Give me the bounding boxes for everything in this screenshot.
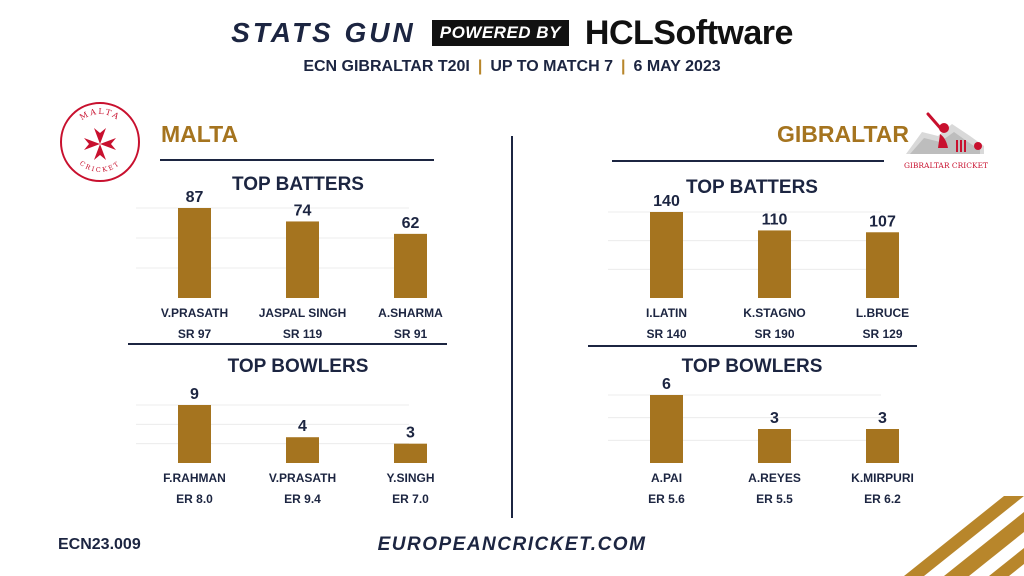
center-divider xyxy=(511,136,513,518)
stat-sublabel: ER 8.0 xyxy=(176,492,213,506)
bar xyxy=(286,437,319,463)
category-label: K.MIRPURI xyxy=(851,471,914,485)
category-label: I.LATIN xyxy=(646,306,687,320)
data-label: 62 xyxy=(402,215,420,232)
stat-sublabel: SR 129 xyxy=(862,327,902,341)
data-label: 9 xyxy=(190,386,199,403)
category-label: A.REYES xyxy=(748,471,801,485)
data-label: 110 xyxy=(762,211,788,228)
brand-row: STATS GUN POWERED BY HCLSoftware xyxy=(0,10,1024,56)
team-name-malta: MALTA xyxy=(161,121,239,147)
stat-sublabel: SR 140 xyxy=(646,327,686,341)
team-name-gibraltar: GIBRALTAR xyxy=(777,121,910,147)
subtitle-separator: | xyxy=(477,58,483,75)
bar xyxy=(394,233,427,298)
team-divider-right xyxy=(612,160,884,162)
bar xyxy=(178,208,211,298)
subtitle-tournament: ECN GIBRALTAR T20I xyxy=(303,58,470,75)
malta-cricket-logo: MALTA CRICKET xyxy=(58,100,142,184)
data-label: 6 xyxy=(662,376,671,393)
bar xyxy=(650,395,683,463)
stat-sublabel: ER 6.2 xyxy=(864,492,901,506)
bar xyxy=(394,443,427,463)
stat-sublabel: SR 119 xyxy=(283,327,323,341)
data-label: 3 xyxy=(406,425,415,442)
category-label: L.BRUCE xyxy=(856,306,909,320)
bar xyxy=(758,429,791,463)
bar xyxy=(178,405,211,463)
bar xyxy=(286,221,319,298)
category-label: F.RAHMAN xyxy=(163,471,226,485)
section-divider-malta xyxy=(128,343,447,345)
category-label: V.PRASATH xyxy=(161,306,228,320)
section-divider-gibraltar xyxy=(588,345,917,347)
subtitle-separator: | xyxy=(621,58,626,75)
stat-sublabel: SR 190 xyxy=(754,327,794,341)
gibraltar-cricket-logo: GIBRALTAR CRICKET xyxy=(900,106,992,178)
data-label: 74 xyxy=(294,202,312,219)
maltese-cross-icon: MALTA CRICKET xyxy=(60,102,140,182)
subtitle-match: UP TO MATCH 7 xyxy=(490,58,614,75)
subtitle-date: 6 MAY 2023 xyxy=(633,58,721,75)
section-title-gibraltar-batters: TOP BATTERS xyxy=(686,177,818,198)
bar xyxy=(650,212,683,298)
footer-url[interactable]: EUROPEANCRICKET.COM xyxy=(377,534,647,555)
data-label: 4 xyxy=(298,418,307,435)
powered-by-badge: POWERED BY xyxy=(431,20,569,46)
stat-sublabel: ER 5.6 xyxy=(648,492,685,506)
section-title-malta-bowlers: TOP BOWLERS xyxy=(227,356,369,377)
header: STATS GUN POWERED BY HCLSoftware ECN GIB… xyxy=(0,10,1024,76)
category-label: A.SHARMA xyxy=(378,306,443,320)
data-label: 107 xyxy=(869,213,896,230)
stat-sublabel: ER 5.5 xyxy=(756,492,793,506)
logo-text: GIBRALTAR CRICKET xyxy=(904,161,988,170)
stat-sublabel: SR 97 xyxy=(178,327,212,341)
data-label: 3 xyxy=(878,410,887,427)
category-label: JASPAL SINGH xyxy=(259,306,347,320)
data-label: 140 xyxy=(653,193,680,210)
stat-sublabel: SR 91 xyxy=(394,327,428,341)
section-title-malta-batters: TOP BATTERS xyxy=(232,174,364,195)
footer-code: ECN23.009 xyxy=(58,536,141,553)
data-label: 3 xyxy=(770,410,779,427)
batsman-rock-icon: GIBRALTAR CRICKET xyxy=(904,112,988,170)
category-label: V.PRASATH xyxy=(269,471,336,485)
stat-sublabel: ER 9.4 xyxy=(284,492,321,506)
subtitle: ECN GIBRALTAR T20I | UP TO MATCH 7 | 6 M… xyxy=(0,58,1024,76)
section-title-gibraltar-bowlers: TOP BOWLERS xyxy=(681,356,823,377)
stats-gun-logo: STATS GUN xyxy=(231,17,416,48)
decorative-stripes xyxy=(864,496,1024,576)
sponsor-logo: HCLSoftware xyxy=(584,13,793,52)
bar xyxy=(866,429,899,463)
team-divider-left xyxy=(160,159,434,161)
category-label: K.STAGNO xyxy=(743,306,805,320)
data-label: 87 xyxy=(186,189,204,206)
stat-sublabel: ER 7.0 xyxy=(392,492,429,506)
bar xyxy=(866,232,899,298)
bar xyxy=(758,230,791,298)
category-label: A.PAI xyxy=(651,471,682,485)
category-label: Y.SINGH xyxy=(386,471,434,485)
